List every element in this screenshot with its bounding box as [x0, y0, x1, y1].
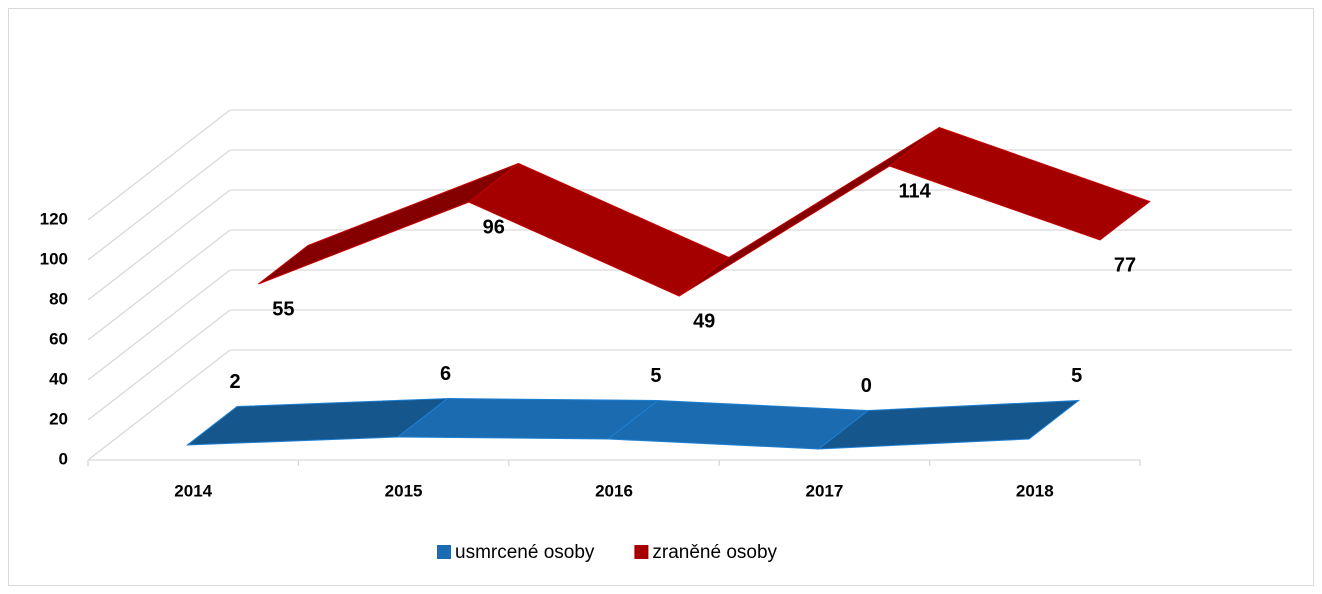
grid-line [87, 349, 231, 461]
data-label: 5 [650, 365, 661, 387]
data-label: 114 [898, 180, 931, 202]
legend-swatch [437, 545, 451, 559]
data-label: 49 [693, 310, 715, 332]
ribbon-segment [888, 126, 1151, 241]
grid-line [87, 189, 231, 301]
ribbon-segment [817, 399, 1081, 450]
x-tick-label: 2015 [385, 481, 423, 500]
legend-label: usmrcené osoby [455, 542, 595, 563]
data-label: 6 [440, 363, 451, 385]
y-tick-label: 20 [49, 409, 68, 428]
y-tick-label: 0 [59, 449, 68, 468]
grid-line [87, 109, 231, 221]
y-tick-label: 80 [49, 289, 68, 308]
y-tick-label: 60 [49, 329, 68, 348]
y-tick-label: 120 [40, 209, 68, 228]
legend-label: zraněné osoby [652, 542, 777, 563]
chart-border [8, 8, 1314, 586]
data-label: 96 [483, 216, 505, 238]
legend-swatch [634, 545, 649, 559]
grid-line [87, 229, 231, 341]
data-label: 77 [1114, 254, 1136, 276]
grid-line [87, 149, 231, 261]
data-label: 55 [272, 298, 294, 320]
x-tick-label: 2018 [1016, 481, 1054, 500]
x-tick-label: 2014 [174, 481, 212, 500]
x-tick-label: 2016 [595, 481, 633, 500]
data-label: 5 [1071, 365, 1082, 387]
data-label: 0 [861, 375, 872, 397]
grid-line [87, 309, 231, 421]
data-label: 2 [230, 371, 241, 393]
grid-line [87, 269, 231, 381]
y-tick-label: 100 [40, 249, 68, 268]
x-tick-label: 2017 [805, 481, 843, 500]
y-tick-label: 40 [49, 369, 68, 388]
